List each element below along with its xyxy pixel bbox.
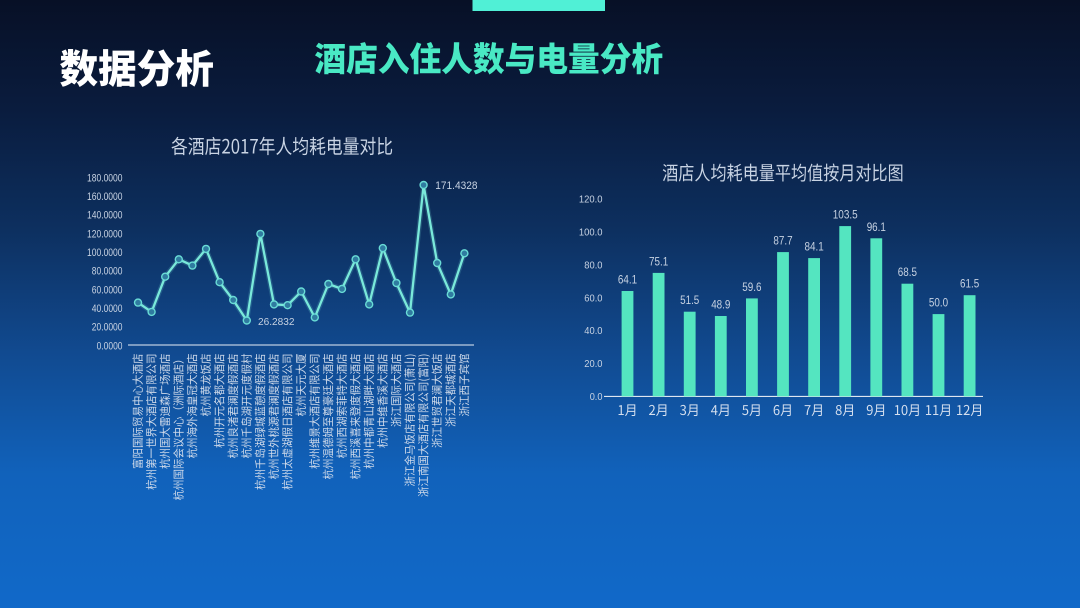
- svg-text:26.2832: 26.2832: [258, 317, 295, 328]
- svg-text:60.0000: 60.0000: [92, 284, 123, 296]
- svg-text:100.0: 100.0: [579, 228, 603, 239]
- svg-text:20.0000: 20.0000: [92, 322, 123, 334]
- svg-text:59.6: 59.6: [742, 282, 761, 294]
- svg-text:51.5: 51.5: [680, 295, 699, 307]
- svg-text:140.0000: 140.0000: [87, 210, 123, 222]
- svg-text:80.0000: 80.0000: [92, 266, 123, 278]
- svg-text:103.5: 103.5: [833, 210, 858, 222]
- svg-text:50.0: 50.0: [929, 298, 948, 310]
- svg-text:75.1: 75.1: [649, 256, 668, 268]
- svg-text:48.9: 48.9: [711, 300, 730, 312]
- svg-text:171.4328: 171.4328: [435, 180, 477, 192]
- svg-text:0.0000: 0.0000: [97, 340, 123, 352]
- svg-text:40.0000: 40.0000: [92, 303, 123, 315]
- svg-text:160.0000: 160.0000: [87, 191, 123, 203]
- svg-text:80.0: 80.0: [584, 260, 602, 271]
- svg-text:96.1: 96.1: [867, 222, 886, 234]
- svg-text:64.1: 64.1: [618, 275, 637, 287]
- svg-text:0.0: 0.0: [590, 392, 603, 403]
- svg-text:180.0000: 180.0000: [87, 172, 123, 184]
- svg-text:68.5: 68.5: [898, 267, 917, 279]
- svg-text:20.0: 20.0: [584, 359, 602, 370]
- svg-text:84.1: 84.1: [805, 242, 824, 254]
- svg-text:40.0: 40.0: [584, 326, 602, 337]
- svg-text:120.0000: 120.0000: [87, 228, 123, 240]
- svg-text:120.0: 120.0: [579, 195, 603, 206]
- svg-text:61.5: 61.5: [960, 279, 979, 291]
- svg-text:87.7: 87.7: [773, 236, 792, 248]
- svg-text:60.0: 60.0: [584, 293, 602, 304]
- svg-text:100.0000: 100.0000: [87, 247, 123, 259]
